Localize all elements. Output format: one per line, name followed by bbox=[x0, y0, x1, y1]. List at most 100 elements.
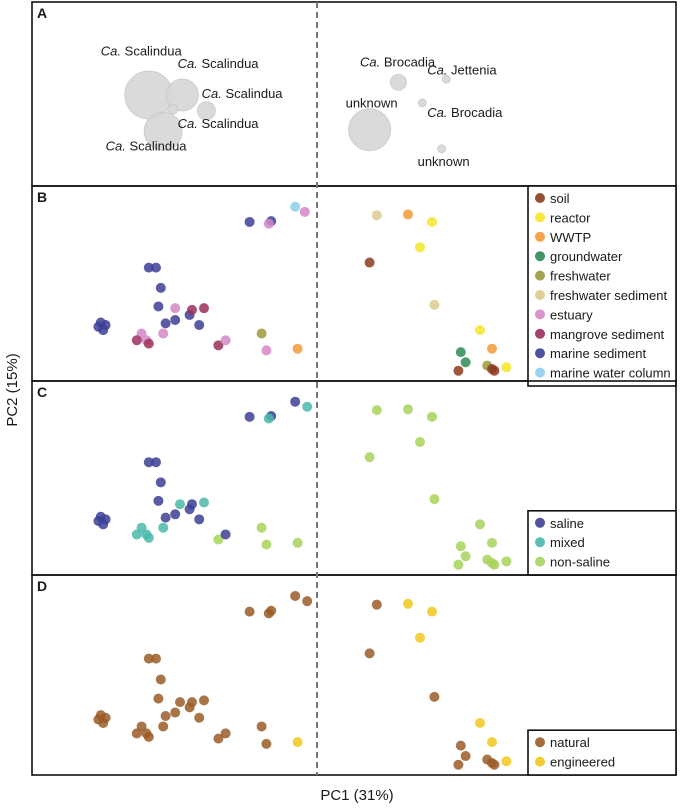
data-point bbox=[364, 257, 375, 268]
panel-d-title: D bbox=[37, 578, 47, 594]
bubble-point bbox=[389, 73, 407, 91]
data-point bbox=[455, 541, 466, 552]
legend-label: engineered bbox=[550, 755, 615, 770]
data-point bbox=[415, 242, 425, 253]
legend-label: marine sediment bbox=[550, 346, 646, 361]
data-point bbox=[427, 606, 437, 617]
data-point bbox=[487, 343, 497, 354]
legend-swatch bbox=[535, 193, 545, 203]
data-point bbox=[364, 648, 375, 659]
bubble-label: unknown bbox=[418, 154, 470, 169]
data-point bbox=[158, 721, 169, 732]
data-point bbox=[187, 499, 197, 510]
data-point bbox=[199, 695, 209, 706]
data-point bbox=[158, 328, 169, 339]
data-point bbox=[371, 599, 382, 610]
data-point bbox=[371, 405, 382, 416]
data-point bbox=[371, 210, 382, 221]
bubble-point bbox=[437, 144, 447, 154]
legend-swatch bbox=[535, 556, 545, 567]
legend-label: reactor bbox=[550, 210, 591, 225]
data-point bbox=[213, 534, 224, 545]
data-point bbox=[131, 728, 142, 739]
data-point bbox=[475, 519, 485, 530]
data-point bbox=[220, 529, 231, 540]
panel-b-title: B bbox=[37, 189, 47, 205]
legend-swatch bbox=[535, 367, 545, 378]
data-point bbox=[261, 738, 272, 749]
legend-label: non-saline bbox=[550, 555, 610, 570]
bubble-label: Ca. Scalindua bbox=[178, 116, 260, 131]
legend-label: saline bbox=[550, 516, 584, 531]
legend-label: groundwater bbox=[550, 249, 623, 264]
bubble-point bbox=[196, 101, 216, 121]
legend-swatch bbox=[535, 212, 545, 223]
legend-swatch bbox=[535, 517, 545, 528]
data-point bbox=[153, 495, 164, 506]
data-point bbox=[429, 299, 440, 310]
legend-label: natural bbox=[550, 735, 590, 750]
data-point bbox=[475, 717, 485, 728]
data-point bbox=[155, 282, 166, 293]
data-point bbox=[143, 457, 154, 468]
data-point bbox=[501, 556, 512, 567]
data-point bbox=[220, 728, 231, 739]
legend-swatch bbox=[535, 348, 545, 359]
data-point bbox=[302, 596, 313, 607]
data-point bbox=[261, 345, 272, 356]
data-point bbox=[489, 759, 500, 770]
panel-c-title: C bbox=[37, 384, 47, 400]
legend-label: freshwater bbox=[550, 269, 611, 284]
data-point bbox=[187, 304, 197, 315]
legend-label: marine water column bbox=[550, 366, 671, 381]
data-point bbox=[187, 697, 197, 708]
data-point bbox=[155, 477, 166, 488]
data-point bbox=[160, 512, 171, 523]
data-point bbox=[98, 519, 109, 530]
data-point bbox=[244, 411, 255, 422]
data-point bbox=[244, 606, 255, 617]
data-point bbox=[256, 328, 267, 339]
bubble-point bbox=[417, 98, 427, 108]
data-point bbox=[151, 457, 161, 468]
bubble-label: Ca. Scalindua bbox=[202, 86, 284, 101]
data-point bbox=[460, 751, 471, 762]
data-point bbox=[403, 404, 413, 415]
data-point bbox=[455, 347, 466, 358]
data-point bbox=[131, 335, 142, 346]
data-point bbox=[263, 413, 274, 424]
data-point bbox=[170, 707, 181, 718]
data-point bbox=[415, 632, 425, 643]
data-point bbox=[199, 303, 209, 314]
data-point bbox=[194, 712, 205, 723]
bubble-label: Ca. Brocadia bbox=[427, 105, 503, 120]
data-point bbox=[487, 537, 497, 548]
data-point bbox=[429, 691, 440, 702]
data-point bbox=[244, 216, 255, 227]
data-point bbox=[292, 537, 303, 548]
data-point bbox=[403, 598, 413, 609]
data-point bbox=[143, 653, 154, 664]
data-point bbox=[263, 608, 274, 619]
data-point bbox=[170, 509, 181, 520]
data-point bbox=[427, 411, 437, 422]
legend-label: freshwater sediment bbox=[550, 288, 667, 303]
bubble-point bbox=[165, 78, 199, 112]
data-point bbox=[263, 218, 274, 229]
data-point bbox=[158, 522, 169, 533]
bubble-point bbox=[124, 70, 174, 120]
data-point bbox=[453, 559, 464, 570]
data-point bbox=[427, 216, 437, 227]
legend-swatch bbox=[535, 737, 545, 748]
bubble-label: Ca. Scalindua bbox=[106, 138, 188, 153]
data-point bbox=[292, 737, 303, 748]
data-point bbox=[455, 740, 466, 751]
data-point bbox=[175, 697, 185, 708]
legend-swatch bbox=[535, 290, 545, 300]
data-point bbox=[136, 721, 147, 732]
data-point bbox=[155, 674, 166, 685]
data-point bbox=[299, 206, 310, 217]
data-point bbox=[489, 365, 500, 376]
legend-label: mixed bbox=[550, 535, 585, 550]
